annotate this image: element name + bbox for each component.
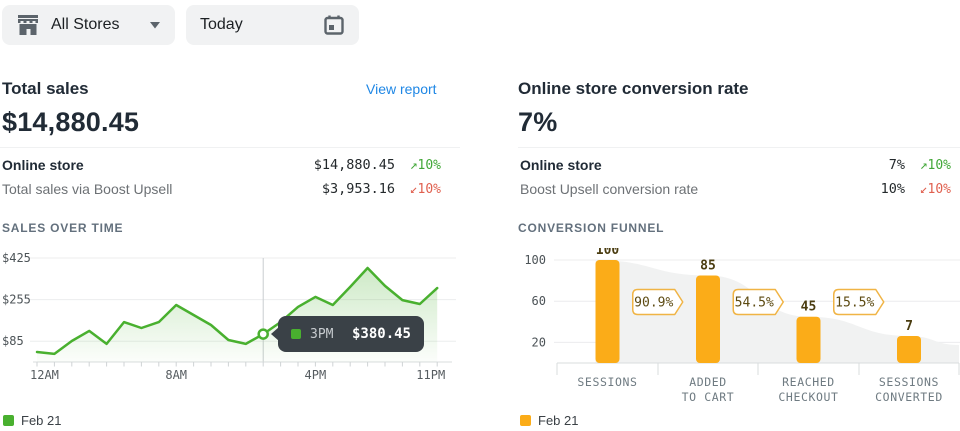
svg-text:12AM: 12AM [30,368,59,382]
svg-text:$425: $425 [2,251,31,265]
divider [0,147,460,148]
svg-text:45: 45 [801,300,817,315]
view-report-link[interactable]: View report [366,81,437,97]
svg-text:CHECKOUT: CHECKOUT [778,390,838,404]
metric-row-boost-upsell-sales: Total sales via Boost Upsell $3,953.16 ↙… [2,179,441,199]
divider [518,147,960,148]
svg-text:60: 60 [532,294,546,308]
metric-label: Online store [520,157,602,173]
conversion-funnel-heading: CONVERSION FUNNEL [518,221,665,235]
sales-over-time-heading: SALES OVER TIME [2,221,124,235]
svg-text:$85: $85 [2,334,24,348]
arrow-down-icon: ↙ [919,181,928,197]
delta-down-badge: ↙10% [409,181,441,197]
store-selector-label: All Stores [51,16,120,33]
svg-text:4PM: 4PM [305,368,327,382]
total-sales-value: $14,880.45 [2,107,140,137]
svg-text:CONVERTED: CONVERTED [875,390,943,404]
svg-text:SESSIONS: SESSIONS [879,375,939,389]
arrow-up-icon: ↗ [919,157,928,173]
legend-swatch-green [3,415,14,426]
date-selector-button[interactable]: Today [186,5,359,45]
legend-label: Feb 21 [21,413,62,428]
tooltip-series-swatch [291,329,301,339]
metric-row-online-store-conversion: Online store 7% ↗10% [520,155,951,175]
funnel-legend: Feb 21 [520,413,578,428]
date-selector-label: Today [200,16,243,33]
arrow-up-icon: ↗ [409,157,418,173]
delta-up-badge: ↗10% [409,157,441,173]
calendar-icon [324,15,344,35]
svg-text:SESSIONS: SESSIONS [577,375,637,389]
total-sales-title: Total sales [2,79,89,98]
svg-text:90.9%: 90.9% [634,296,673,311]
metric-value: 10% [880,181,905,197]
tooltip-time: 3PM [310,326,334,342]
storefront-icon [18,15,38,35]
delta-down-badge: ↙10% [919,181,951,197]
metric-label: Online store [2,157,84,173]
svg-text:54.5%: 54.5% [735,296,774,311]
svg-text:REACHED: REACHED [782,375,835,389]
svg-text:100: 100 [596,248,620,258]
svg-text:$255: $255 [2,293,31,307]
svg-text:7: 7 [905,319,913,334]
store-selector-button[interactable]: All Stores [2,5,175,45]
delta-up-badge: ↗10% [919,157,951,173]
metric-row-boost-upsell-conversion: Boost Upsell conversion rate 10% ↙10% [520,179,951,199]
conversion-funnel-chart[interactable]: 100 60 20 100 85 45 7 90.9% 54.5% 15.5% SESSIONS AD… [518,248,960,410]
svg-text:ADDED: ADDED [689,375,727,389]
metric-value: 7% [888,157,905,173]
conversion-title: Online store conversion rate [518,79,749,98]
svg-text:100: 100 [524,253,546,267]
metric-row-online-store-sales: Online store $14,880.45 ↗10% [2,155,441,175]
sales-legend: Feb 21 [3,413,61,428]
metric-label: Boost Upsell conversion rate [520,181,699,197]
legend-label: Feb 21 [538,413,579,428]
legend-swatch-orange [520,415,531,426]
svg-text:TO CART: TO CART [682,390,735,404]
tooltip-value: $380.45 [351,326,411,342]
svg-text:8AM: 8AM [165,368,187,382]
svg-text:11PM: 11PM [416,368,445,382]
metric-value: $14,880.45 [313,157,395,173]
metric-value: $3,953.16 [321,181,395,197]
conversion-value: 7% [518,107,558,137]
svg-text:85: 85 [700,259,716,274]
arrow-down-icon: ↙ [409,181,418,197]
svg-text:15.5%: 15.5% [835,296,874,311]
chart-tooltip: 3PM $380.45 [278,316,424,352]
chevron-down-icon [150,21,160,28]
metric-label: Total sales via Boost Upsell [2,181,173,197]
svg-text:20: 20 [532,335,546,349]
